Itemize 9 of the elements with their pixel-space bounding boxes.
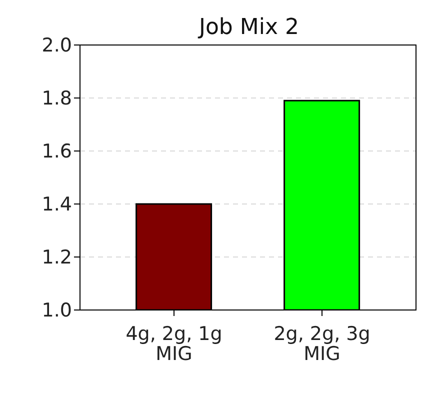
x-tick-label: 2g, 2g, 3g MIG	[274, 323, 370, 365]
y-tick-label: 1.4	[42, 194, 72, 216]
y-tick-label: 1.8	[42, 88, 72, 110]
y-tick-label: 2.0	[42, 34, 72, 57]
chart-title: Job Mix 2	[196, 15, 300, 40]
y-tick-label: 1.0	[42, 300, 72, 322]
y-tick-label: 1.6	[42, 140, 72, 163]
x-tick-label: 4g, 2g, 1g MIG	[126, 323, 222, 365]
y-tick-label: 1.2	[42, 246, 72, 269]
